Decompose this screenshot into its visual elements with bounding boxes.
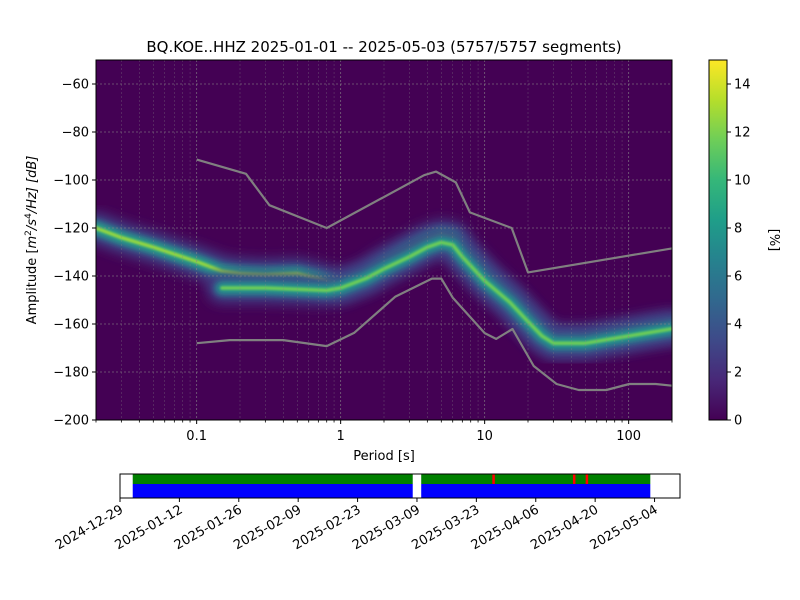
chart-title: BQ.KOE..HHZ 2025-01-01 -- 2025-05-03 (57… xyxy=(146,38,621,56)
coverage-gap-marker xyxy=(572,474,576,484)
y-tick-label: −120 xyxy=(53,222,89,237)
coverage-date-axis: 2024-12-292025-01-122025-01-262025-02-09… xyxy=(53,498,661,553)
noise-model-lower xyxy=(196,277,672,392)
y-tick-label: −60 xyxy=(62,78,89,93)
plot-grid xyxy=(96,60,672,420)
y-tick-label: −200 xyxy=(53,414,89,429)
coverage-strip xyxy=(132,474,651,498)
data-coverage-bar xyxy=(132,484,413,498)
coverage-gap-marker xyxy=(585,474,589,484)
ppsd-coverage-bar xyxy=(421,474,651,484)
colorbar-label: [%] xyxy=(766,229,781,252)
noise-model-upper xyxy=(196,158,672,274)
coverage-gap-marker xyxy=(492,474,495,484)
y-tick-label: −140 xyxy=(53,270,89,285)
x-tick-label: 10 xyxy=(476,429,493,444)
x-tick-label: 0.1 xyxy=(186,429,207,444)
colorbar-tick-label: 12 xyxy=(734,126,751,141)
density-layer xyxy=(96,213,672,359)
density-ridge-lower xyxy=(220,240,672,345)
y-tick-label: −80 xyxy=(62,126,89,141)
colorbar-tick-label: 8 xyxy=(734,222,742,237)
colorbar-tick-label: 10 xyxy=(734,174,751,189)
date-tick-label: 2025-05-04 xyxy=(588,502,661,553)
colorbar-tick-label: 2 xyxy=(734,366,742,381)
x-tick-label: 1 xyxy=(337,429,345,444)
y-tick-label: −180 xyxy=(53,366,89,381)
data-coverage-bar xyxy=(421,484,651,498)
y-axis: −60 −80 −100 −120 −140 −160 −180 −200 xyxy=(53,78,96,429)
x-axis: 0.1 1 10 100 xyxy=(95,420,673,444)
ppsd-coverage-bar xyxy=(132,474,413,484)
noise-model-layer xyxy=(196,158,672,392)
colorbar-tick-label: 4 xyxy=(734,318,742,333)
colorbar-ticks: 0 2 4 6 8 10 12 14 xyxy=(727,78,751,429)
x-tick-label: 100 xyxy=(616,429,641,444)
y-tick-label: −160 xyxy=(53,318,89,333)
y-axis-label: Amplitude [m2/s4/Hz] [dB] xyxy=(24,156,40,325)
colorbar-tick-label: 0 xyxy=(734,414,742,429)
colorbar xyxy=(708,59,728,421)
x-axis-label: Period [s] xyxy=(353,449,415,464)
colorbar-tick-label: 6 xyxy=(734,270,742,285)
coverage-frame xyxy=(119,473,681,499)
colorbar-tick-label: 14 xyxy=(734,78,751,93)
y-tick-label: −100 xyxy=(53,174,89,189)
